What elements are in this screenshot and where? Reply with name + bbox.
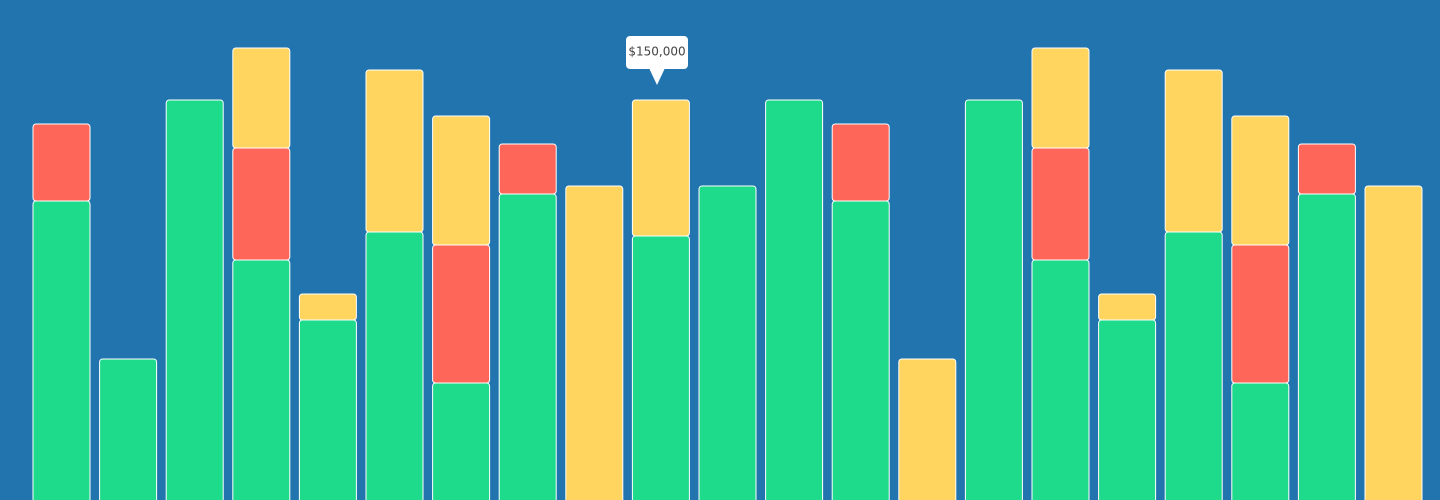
- bar-segment: [1231, 115, 1290, 246]
- bar-segment: [1164, 69, 1223, 233]
- bar-segment: [898, 358, 957, 500]
- bar-segment: [1164, 231, 1223, 500]
- bar-segment: [1297, 193, 1356, 500]
- bar-segment: [498, 193, 557, 500]
- bar-segment: [32, 123, 91, 202]
- bar-segment: [365, 231, 424, 500]
- bar-segment: [232, 259, 291, 500]
- bar-segment: [365, 69, 424, 233]
- tooltip-label: $150,000: [628, 45, 685, 59]
- bar-segment: [1031, 147, 1090, 261]
- bar-segment: [498, 143, 557, 195]
- bar-segment: [298, 319, 357, 500]
- bar-segment: [432, 244, 491, 384]
- bar-segment: [432, 115, 491, 246]
- bar-segment: [1031, 259, 1090, 500]
- bar-segment: [1231, 244, 1290, 384]
- bar-segment: [831, 200, 890, 500]
- bar-segment: [1098, 293, 1157, 321]
- bar-segment: [298, 293, 357, 321]
- bar-segment: [831, 123, 890, 202]
- bar-segment: [964, 99, 1023, 500]
- bar-segment: [1364, 185, 1423, 500]
- tooltip: $150,000: [626, 36, 688, 85]
- tooltip-box: [626, 36, 688, 69]
- bar-segment: [765, 99, 824, 500]
- bar-segment: [232, 47, 291, 149]
- bar-segment: [99, 358, 158, 500]
- bar-segment: [232, 147, 291, 261]
- bar-segment: [1297, 143, 1356, 195]
- bars: [32, 47, 1423, 500]
- bar-segment: [631, 99, 690, 237]
- bar-segment: [1098, 319, 1157, 500]
- bar-segment: [1031, 47, 1090, 149]
- bar-segment: [1231, 382, 1290, 500]
- tooltip-pointer: [649, 68, 665, 85]
- bar-segment: [565, 185, 624, 500]
- bar-segment: [165, 99, 224, 500]
- bar-segment: [631, 235, 690, 500]
- bar-segment: [432, 382, 491, 500]
- bar-segment: [32, 200, 91, 500]
- bar-segment: [698, 185, 757, 500]
